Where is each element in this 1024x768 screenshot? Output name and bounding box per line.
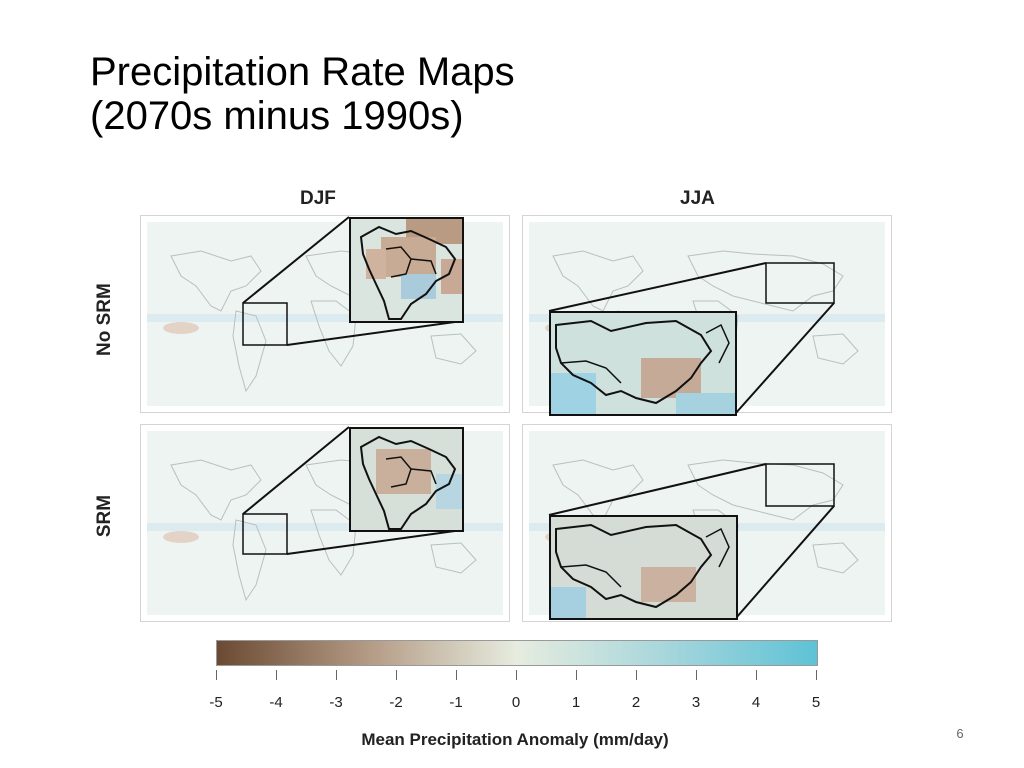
inset-east-asia-no-srm: [549, 311, 737, 416]
colorbar-tick-label: -3: [329, 694, 343, 711]
column-label-jja: JJA: [680, 188, 715, 209]
inset-map-east-asia-srm: [551, 517, 736, 618]
title-line-1: Precipitation Rate Maps: [90, 50, 515, 94]
colorbar-tick-label: -4: [269, 694, 283, 711]
colorbar-tick-mark: [816, 670, 817, 680]
colorbar-tick-mark: [696, 670, 697, 680]
colorbar-tick-mark: [216, 670, 217, 680]
colorbar-tick-label: -5: [209, 694, 223, 711]
colorbar-tick-mark: [336, 670, 337, 680]
colorbar: [216, 640, 818, 666]
colorbar-tick-mark: [636, 670, 637, 680]
slide-title: Precipitation Rate Maps (2070s minus 199…: [90, 50, 515, 138]
colorbar-tick-label: -2: [389, 694, 403, 711]
colorbar-tick-mark: [456, 670, 457, 680]
title-line-2: (2070s minus 1990s): [90, 94, 464, 138]
colorbar-tick-mark: [576, 670, 577, 680]
inset-east-asia-srm: [549, 515, 738, 620]
colorbar-tick-mark: [756, 670, 757, 680]
colorbar-tick-label: 5: [811, 694, 821, 711]
colorbar-tick-mark: [276, 670, 277, 680]
colorbar-tick-label: 3: [691, 694, 701, 711]
column-label-djf: DJF: [300, 188, 336, 209]
colorbar-tick-label: -1: [449, 694, 463, 711]
colorbar-tick-label: 1: [571, 694, 581, 711]
inset-map-south-america-no-srm: [351, 219, 462, 321]
colorbar-label: Mean Precipitation Anomaly (mm/day): [361, 730, 669, 749]
inset-south-america-srm: [349, 427, 464, 532]
colorbar-tick-label: 2: [631, 694, 641, 711]
colorbar-tick-mark: [516, 670, 517, 680]
inset-map-east-asia-no-srm: [551, 313, 735, 414]
page-number: 6: [956, 726, 964, 741]
inset-map-south-america-srm: [351, 429, 462, 530]
colorbar-tick-label: 4: [751, 694, 761, 711]
inset-south-america-no-srm: [349, 217, 464, 323]
colorbar-tick-label: 0: [511, 694, 521, 711]
row-label-srm: SRM: [94, 494, 115, 538]
row-label-no-srm: No SRM: [94, 283, 115, 356]
colorbar-tick-mark: [396, 670, 397, 680]
